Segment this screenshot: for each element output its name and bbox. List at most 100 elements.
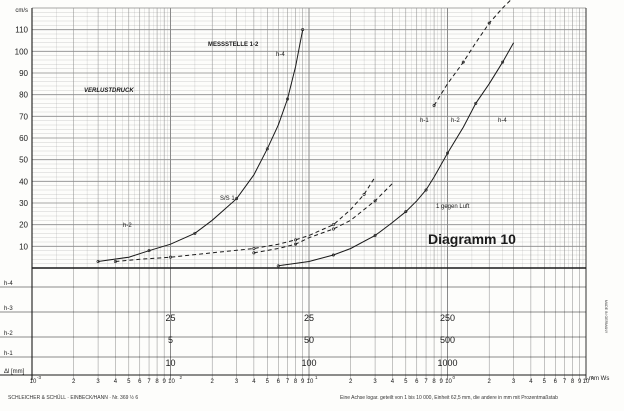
annotation-h2_left: h-2 — [123, 223, 132, 229]
x-tick-label: 2 — [349, 379, 353, 385]
data-point — [252, 247, 256, 251]
data-point — [276, 264, 280, 268]
series-line — [98, 29, 304, 262]
x-tick-label: 2 — [488, 379, 492, 385]
x-tick-label: 10 — [445, 379, 452, 385]
x-tick-label: 3 — [235, 379, 239, 385]
grid — [31, 7, 587, 380]
annotation-h4_top: h-4 — [276, 52, 285, 58]
x-tick-label: 4 — [252, 379, 256, 385]
x-exponent-label: 1 — [591, 375, 594, 380]
annotations: MESSSTELLE 1-2 VERLUSTDRUCK h-4 h-1 h-2 h-4 h-… — [84, 42, 516, 247]
data-point — [474, 101, 478, 105]
x-tick-label: 5 — [404, 379, 408, 385]
x-tick-label: 5 — [266, 379, 270, 385]
x-tick-label: 4 — [391, 379, 395, 385]
annotation-messstelle: MESSSTELLE 1-2 — [208, 42, 259, 48]
footer-left: SCHLEICHER & SCHÜLL · EINBECK/HANN · Nr.… — [8, 395, 139, 401]
data-point — [294, 238, 298, 242]
series-line — [278, 42, 515, 267]
data-point — [362, 192, 366, 196]
bottom-value: 5 — [168, 335, 173, 345]
series-line — [253, 183, 393, 254]
data-point — [301, 28, 305, 32]
data-point — [169, 255, 173, 259]
data-point — [404, 210, 408, 214]
decade-value: 10 — [165, 358, 175, 368]
data-point — [373, 199, 377, 203]
x-tick-label: 9 — [578, 379, 582, 385]
x-tick-label: 8 — [294, 379, 298, 385]
data-point — [424, 188, 428, 192]
annotation-diagram_title: Diagramm 10 — [428, 231, 516, 247]
y-tick-label: 60 — [19, 134, 28, 143]
data-point — [461, 60, 465, 64]
x-tick-label: 2 — [211, 379, 215, 385]
x-tick-label: 5 — [543, 379, 547, 385]
data-point — [432, 104, 436, 108]
x-tick-label: 10 — [583, 379, 590, 385]
data-point — [331, 253, 335, 257]
x-tick-label: 2 — [72, 379, 76, 385]
y-tick-label: 30 — [19, 199, 28, 208]
y-tick-label: 50 — [19, 156, 28, 165]
x-tick-label: 9 — [301, 379, 305, 385]
x-tick-label: 3 — [373, 379, 377, 385]
x-exponent-label: 2 — [180, 375, 183, 380]
x-tick-label: 6 — [415, 379, 419, 385]
x-tick-label: 6 — [138, 379, 142, 385]
x-tick-label: 4 — [529, 379, 533, 385]
y-tick-label: 70 — [19, 112, 28, 121]
bottom-row-label: h-2 — [4, 331, 13, 337]
x-exponent-label: 0 — [453, 375, 456, 380]
data-point — [252, 251, 256, 255]
y-tick-label: 100 — [15, 47, 29, 56]
x-tick-label: 4 — [114, 379, 118, 385]
x-exponent-label: -3 — [37, 375, 41, 380]
decade-value: 100 — [301, 358, 316, 368]
bottom-top-value: 250 — [440, 313, 455, 323]
bottom-value: 50 — [304, 335, 314, 345]
data-point — [487, 21, 491, 25]
data-point — [265, 147, 269, 151]
series-line — [115, 176, 376, 262]
x-tick-label: 7 — [424, 379, 428, 385]
x-tick-label: 3 — [96, 379, 100, 385]
x-tick-label: 8 — [155, 379, 159, 385]
series — [96, 0, 515, 268]
annotation-sis: S/S 1 — [220, 196, 235, 202]
annotation-h4_right: h-4 — [498, 118, 507, 124]
x-tick-label: 5 — [127, 379, 131, 385]
x-tick-label: 7 — [147, 379, 151, 385]
data-point — [294, 242, 298, 246]
x-tick-label: 8 — [432, 379, 436, 385]
bottom-row-label: h-1 — [4, 351, 13, 357]
data-point — [96, 259, 100, 263]
x-tick-label: 10 — [168, 379, 175, 385]
annotation-luft: 1 gegen Luft — [436, 204, 470, 210]
data-point — [193, 231, 197, 235]
x-tick-label: 10 — [30, 379, 37, 385]
decade-value: 1000 — [437, 358, 457, 368]
x-tick-label: 10 — [307, 379, 314, 385]
data-point — [445, 151, 449, 155]
annotation-verlustdruck: VERLUSTDRUCK — [84, 88, 134, 94]
footer-right: Eine Achse logar. geteilt von 1 bis 10 0… — [340, 395, 558, 401]
annotation-h2: h-2 — [451, 118, 460, 124]
x-tick-label: 7 — [563, 379, 567, 385]
y-tick-label: 110 — [15, 26, 28, 35]
x-tick-label: 9 — [162, 379, 166, 385]
side-text: MADE IN GERMANY — [604, 300, 608, 334]
bottom-row-label: Δl [mm] — [4, 369, 25, 375]
x-tick-label: 9 — [439, 379, 443, 385]
annotation-h1: h-1 — [420, 118, 429, 124]
x-tick-label: 6 — [277, 379, 281, 385]
y-unit-label: cm/s — [15, 8, 28, 14]
bottom-row-label: h-4 — [4, 281, 13, 287]
data-point — [113, 259, 117, 263]
data-point — [235, 197, 239, 201]
bottom-row-label: h-3 — [4, 306, 13, 312]
data-point — [286, 97, 290, 101]
bottom-scale: h-4 h-3 h-2 h-1 Δl [mm] 25 25 250 5 50 500 10 100 100… — [0, 281, 586, 376]
